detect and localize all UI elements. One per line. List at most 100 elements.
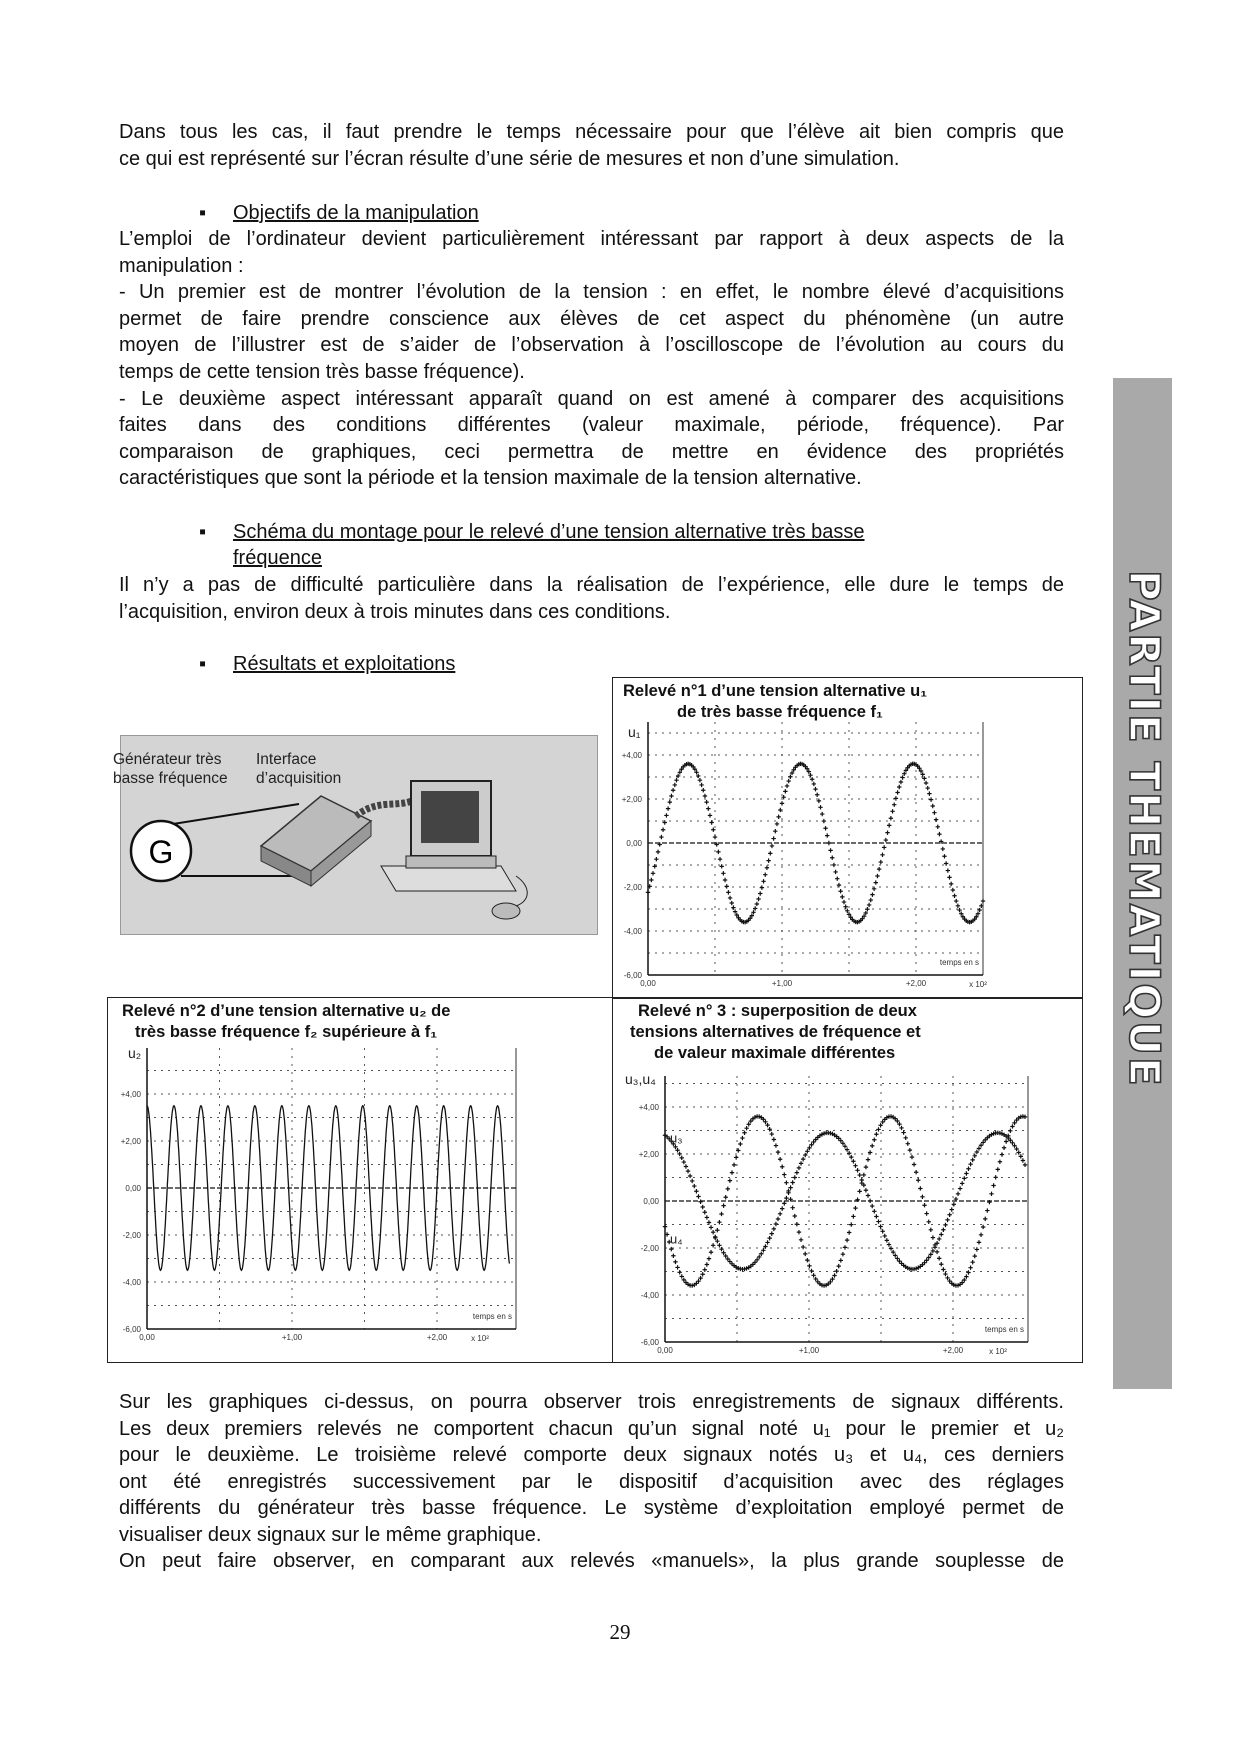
computer-base: [405, 855, 497, 869]
data-point: [778, 807, 783, 813]
data-point: [925, 785, 930, 791]
data-point: [803, 764, 808, 769]
data-point: [677, 770, 683, 775]
data-point: [794, 1170, 800, 1175]
data-point: [928, 1227, 934, 1233]
data-point: [1008, 1128, 1013, 1134]
data-point: [878, 1123, 883, 1128]
data-point: [769, 843, 775, 849]
data-point: [838, 1138, 844, 1143]
interface-box-front: [310, 819, 372, 888]
data-point: [1006, 1133, 1011, 1139]
data-point: [727, 1259, 733, 1264]
data-point: [841, 899, 847, 905]
data-point: [736, 1148, 741, 1153]
data-point: [886, 1242, 892, 1247]
data-point: [836, 1136, 841, 1141]
data-point: [1018, 1154, 1024, 1159]
data-point: [792, 1175, 797, 1180]
data-point: [1012, 1143, 1017, 1148]
data-point: [647, 884, 652, 889]
data-point: [909, 1154, 915, 1160]
data-point: [747, 916, 753, 921]
data-point: [991, 1183, 996, 1188]
data-point: [706, 1220, 712, 1225]
data-point: [927, 791, 932, 796]
text-line: Il n’y a pas de difficulté particulière …: [119, 574, 1064, 596]
data-point: [769, 1131, 774, 1137]
data-point: [722, 877, 728, 883]
data-point: [936, 1256, 942, 1261]
mouse-cable: [515, 875, 528, 907]
data-point: [871, 886, 877, 892]
x-tick-label: +2,00: [427, 1333, 448, 1342]
data-point: [675, 1148, 680, 1153]
x-axis-label: temps en s: [985, 1325, 1024, 1334]
data-point: [855, 1168, 860, 1173]
data-point: [808, 772, 813, 778]
data-point: [815, 1279, 820, 1285]
data-point: [694, 770, 699, 775]
data-point: [674, 777, 679, 783]
data-point: [1010, 1124, 1015, 1129]
data-point: [694, 1281, 699, 1286]
data-point: [997, 1159, 1003, 1164]
section-heading: Résultats et exploitations: [233, 653, 456, 675]
data-point: [681, 1277, 687, 1283]
series-label: u₄: [670, 1231, 683, 1246]
text-line: - Un premier est de montrer l’évolution …: [119, 281, 1064, 304]
data-point: [939, 1232, 944, 1237]
data-point: [913, 1170, 919, 1175]
data-point: [666, 1239, 672, 1245]
data-point: [848, 915, 853, 920]
chart-1-frame: [612, 677, 1083, 999]
data-point: [922, 1203, 927, 1208]
data-point: [983, 1137, 988, 1143]
data-point: [788, 1197, 793, 1202]
data-point: [710, 1243, 716, 1248]
data-point: [943, 1271, 948, 1277]
data-point: [947, 1212, 952, 1217]
text-line: ont été enregistrés successivement par l…: [119, 1470, 1064, 1493]
data-point: [702, 1210, 707, 1215]
series-line: [146, 1104, 511, 1272]
data-point: [652, 864, 657, 869]
data-point: [679, 1155, 684, 1161]
data-point: [724, 884, 729, 889]
data-point: [855, 1197, 860, 1202]
data-point: [767, 1235, 772, 1241]
data-point: [759, 885, 765, 890]
data-point: [756, 1254, 762, 1260]
series-1: [645, 761, 986, 925]
data-point: [784, 1180, 789, 1185]
data-point: [952, 893, 957, 898]
data-point: [870, 1143, 875, 1149]
mouse: [491, 902, 521, 920]
data-point: [707, 813, 713, 818]
data-point: [836, 1263, 841, 1269]
data-point: [893, 1253, 898, 1258]
data-point: [700, 1204, 705, 1210]
data-point: [655, 849, 661, 855]
data-point: [660, 827, 666, 832]
data-point: [818, 805, 823, 810]
data-point: [694, 1189, 699, 1194]
x-axis-label: temps en s: [473, 1312, 512, 1321]
data-point: [654, 856, 659, 862]
data-point: [807, 1145, 812, 1151]
data-point: [895, 1118, 900, 1124]
x-multiplier: x 10²: [969, 980, 987, 989]
data-point: [716, 849, 721, 855]
data-point: [942, 854, 947, 859]
data-point: [833, 869, 838, 875]
data-point: [809, 777, 815, 782]
data-point: [849, 1154, 854, 1160]
section-heading: Schéma du montage pour le relevé d’une t…: [233, 521, 865, 543]
data-point: [828, 1279, 833, 1285]
data-point: [842, 1144, 848, 1149]
data-point: [962, 1176, 967, 1181]
data-point: [947, 875, 952, 880]
data-point: [907, 1147, 913, 1153]
data-point: [831, 862, 837, 868]
data-point: [721, 871, 726, 876]
